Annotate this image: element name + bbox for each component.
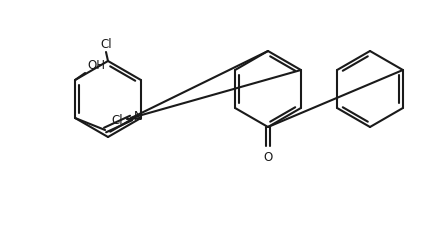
- Text: Cl: Cl: [111, 114, 123, 127]
- Text: Cl: Cl: [100, 38, 112, 51]
- Text: N: N: [134, 109, 142, 123]
- Text: O: O: [263, 151, 272, 164]
- Text: OH: OH: [87, 59, 105, 72]
